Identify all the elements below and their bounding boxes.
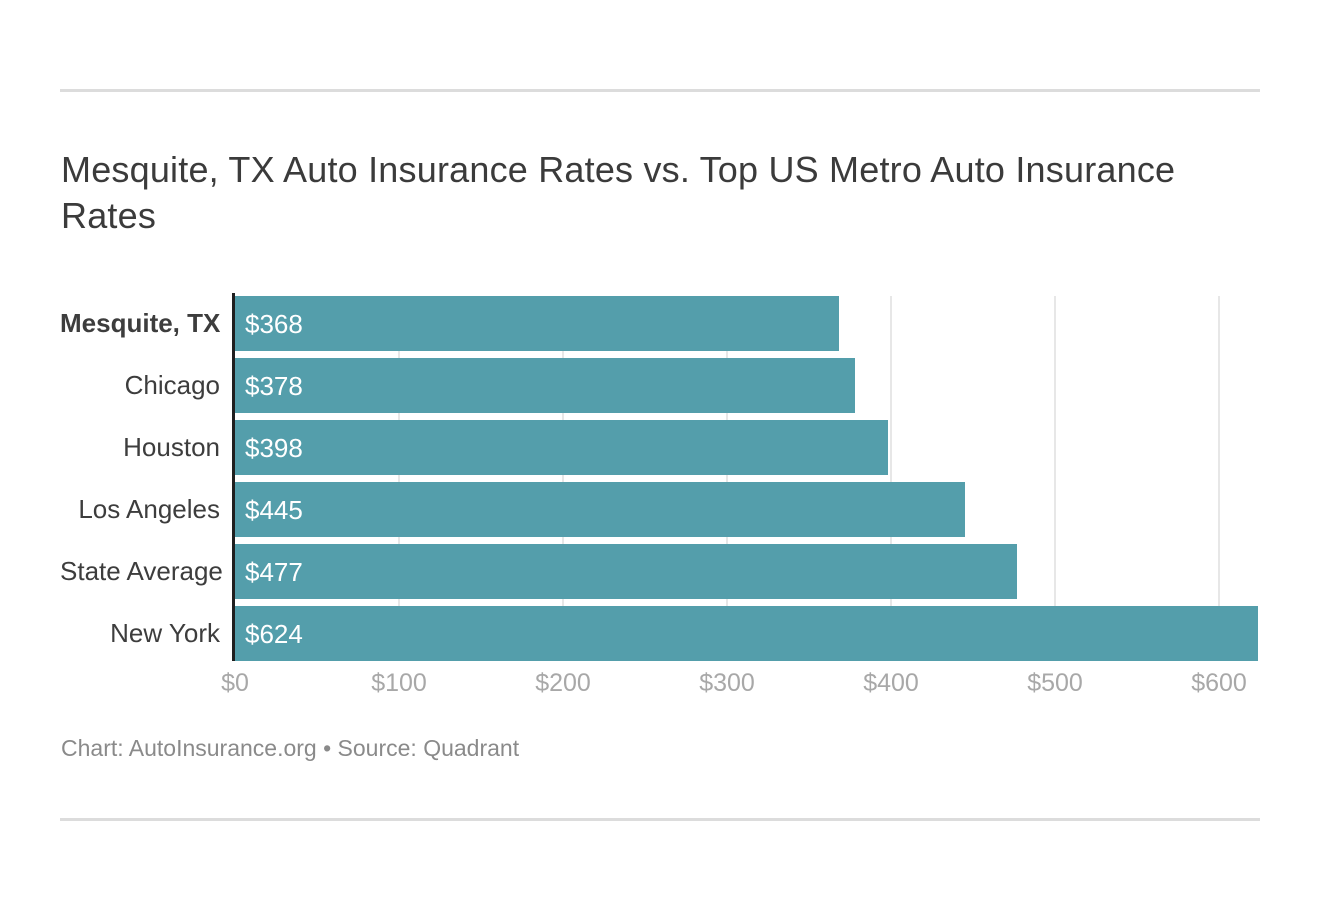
x-tick-label: $200 [535, 669, 591, 697]
gridline [890, 296, 892, 661]
chart-title-line-2: Rates [61, 195, 157, 236]
gridline [398, 296, 400, 661]
category-label: Houston [123, 432, 220, 462]
category-axis: Mesquite, TX Chicago Houston Los Angeles Sta… [60, 296, 232, 661]
x-tick-label: $0 [221, 669, 249, 697]
bar-value-label: $378 [245, 371, 303, 401]
bar: $398 [235, 420, 888, 475]
bar: $368 [235, 296, 839, 351]
category-label: Los Angeles [78, 494, 220, 524]
bar-value-label: $398 [245, 433, 303, 463]
gridline [1218, 296, 1220, 661]
bar: $477 [235, 544, 1018, 599]
x-tick-label: $400 [863, 669, 919, 697]
chart-title-line-1: Mesquite, TX Auto Insurance Rates vs. To… [61, 149, 1176, 190]
category-label: New York [110, 618, 220, 648]
x-tick-label: $500 [1027, 669, 1083, 697]
chart-title: Mesquite, TX Auto Insurance Rates vs. To… [61, 147, 1241, 239]
plot-area: $368 $378 $398 $445 $477 $624 [235, 296, 1260, 661]
bottom-divider [60, 818, 1260, 821]
category-label: Chicago [124, 370, 220, 400]
bar-value-label: $624 [245, 619, 303, 649]
bar: $378 [235, 358, 855, 413]
bar: $624 [235, 606, 1259, 661]
category-label: Mesquite, TX [60, 308, 221, 338]
gridline [562, 296, 564, 661]
value-axis-baseline [232, 293, 235, 661]
x-tick-label: $600 [1191, 669, 1247, 697]
chart-credit: Chart: AutoInsurance.org • Source: Quadr… [61, 735, 520, 761]
gridline [726, 296, 728, 661]
bar-chart: Mesquite, TX Chicago Houston Los Angeles Sta… [60, 293, 1260, 661]
category-label: State Average [60, 556, 223, 586]
bar-value-label: $477 [245, 557, 303, 587]
bar-value-label: $445 [245, 495, 303, 525]
x-tick-label: $300 [699, 669, 755, 697]
x-tick-label: $100 [371, 669, 427, 697]
x-axis-tick-labels: $0 $100 $200 $300 $400 $500 $600 [221, 668, 1260, 698]
gridline [1054, 296, 1056, 661]
bar-value-label: $368 [245, 309, 303, 339]
top-divider [60, 89, 1260, 92]
bar: $445 [235, 482, 965, 537]
